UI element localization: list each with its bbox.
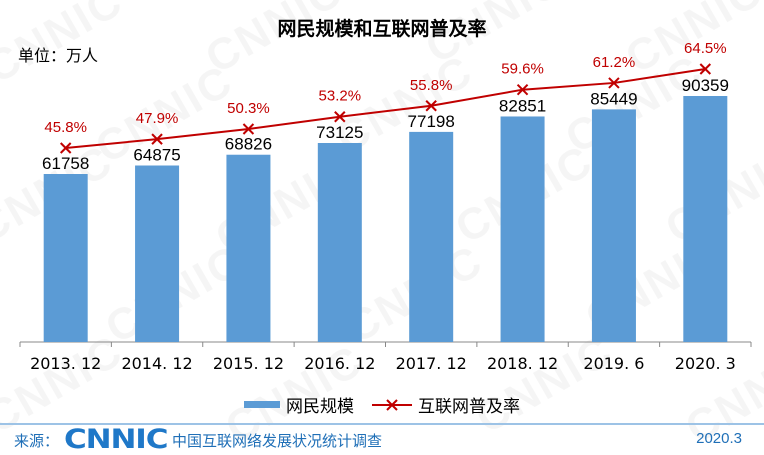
penetration-line (65, 68, 706, 149)
bar (683, 96, 728, 342)
survey-name: 中国互联网络发展状况统计调查 (172, 432, 383, 450)
bar-value-label: 68826 (225, 135, 272, 154)
penetration-value-label: 45.8% (44, 119, 87, 136)
bar (409, 131, 454, 342)
penetration-value-label: 61.2% (593, 54, 636, 71)
bar-value-label: 85449 (590, 89, 637, 108)
x-marker-icon (334, 111, 346, 123)
chart-legend: 网民规模 互联网普及率 (0, 392, 764, 417)
legend-label-users: 网民规模 (286, 397, 354, 417)
bar (135, 165, 180, 342)
penetration-value-label: 55.8% (410, 77, 453, 94)
bar (591, 109, 636, 342)
x-axis-label: 2019. 6 (583, 354, 644, 373)
unit-label: 单位：万人 (18, 46, 99, 65)
penetration-value-label: 47.9% (136, 110, 179, 127)
bar (43, 174, 88, 342)
line-x-marker-icon (372, 398, 412, 411)
x-marker-icon (608, 77, 620, 89)
footer: 来源： CNNIC 中国互联网络发展状况统计调查 2020.3 (0, 424, 764, 455)
bar-swatch-icon (244, 401, 280, 408)
x-marker-icon (242, 123, 255, 135)
x-axis-label: 2014. 12 (121, 354, 192, 373)
x-axis-label: 2015. 12 (213, 354, 284, 373)
bar-value-label: 90359 (682, 76, 729, 95)
bar-value-label: 82851 (499, 96, 546, 115)
x-axis-label: 2018. 12 (487, 354, 558, 373)
bar (500, 116, 545, 342)
source-label: 来源： (14, 432, 60, 450)
legend-item-penetration: 互联网普及率 (372, 392, 520, 417)
report-date: 2020.3 (696, 430, 742, 447)
bar (317, 143, 362, 342)
x-axis-label: 2017. 12 (396, 354, 467, 373)
bar-value-label: 73125 (316, 123, 363, 142)
penetration-value-label: 64.5% (684, 40, 727, 57)
footer-divider (0, 423, 764, 425)
bar-value-label: 61758 (42, 154, 89, 173)
x-axis-label: 2013. 12 (30, 354, 101, 373)
x-marker-icon (151, 133, 163, 145)
chart-area: 61758 2013. 12 64875 2014. 12 68826 2015. 12 7… (19, 40, 752, 373)
legend-label-penetration: 互联网普及率 (418, 397, 520, 417)
bar (226, 154, 271, 342)
x-marker-icon (699, 63, 712, 75)
penetration-value-label: 59.6% (501, 61, 544, 78)
penetration-value-label: 53.2% (319, 88, 362, 105)
x-marker-icon (425, 100, 437, 112)
x-marker-icon (516, 83, 529, 96)
bar-value-label: 64875 (133, 145, 180, 164)
penetration-value-label: 50.3% (227, 100, 270, 117)
bar-value-label: 77198 (408, 112, 455, 131)
x-axis-label: 2016. 12 (304, 354, 375, 373)
legend-item-users: 网民规模 (244, 392, 354, 417)
cnnic-logo: CNNIC (64, 424, 169, 455)
chart-title: 网民规模和互联网普及率 (277, 18, 487, 40)
x-marker-icon (59, 142, 72, 154)
x-axis-label: 2020. 3 (675, 354, 736, 373)
